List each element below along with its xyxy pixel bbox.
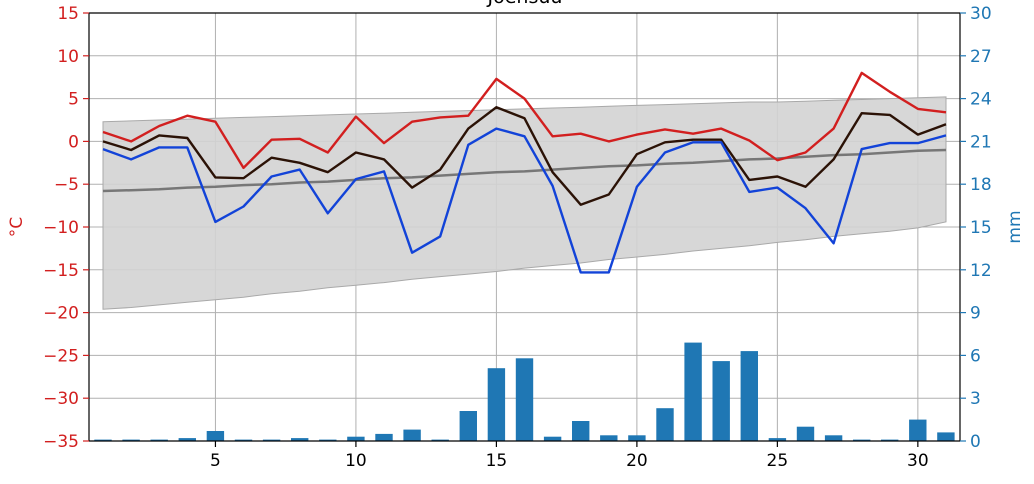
x-tick-label: 10 (345, 451, 367, 471)
y-axis-left-label: °C (7, 217, 27, 237)
precipitation-bars (94, 342, 955, 441)
precipitation-bar (853, 439, 871, 441)
precipitation-bar (768, 438, 787, 441)
y-left-tick-label: 15 (57, 4, 79, 24)
y-left-tick-label: −10 (43, 218, 79, 238)
y-right-tick-label: 9 (970, 304, 981, 324)
precipitation-bar (572, 421, 590, 441)
tick-labels: −35 −30 −25 −20 −15 −10 −5 0 5 10 15 0 3 6 9 12 15 18 21 24… (43, 4, 992, 471)
precipitation-bar (375, 433, 393, 441)
precipitation-bar (824, 435, 843, 441)
precipitation-bar (431, 439, 449, 441)
y-right-tick-label: 3 (970, 389, 981, 409)
precipitation-bar (515, 358, 534, 441)
y-right-tick-label: 6 (970, 346, 981, 366)
x-tick-label: 30 (907, 451, 929, 471)
y-left-tick-label: −25 (43, 346, 79, 366)
precipitation-bar (656, 408, 674, 441)
precipitation-bar (178, 438, 196, 441)
precipitation-bar (600, 435, 618, 441)
precipitation-bar (403, 429, 421, 441)
y-axis-right-label: mm (1005, 210, 1025, 243)
precipitation-bar (150, 439, 168, 441)
x-tick-label: 20 (626, 451, 648, 471)
precipitation-bar (543, 436, 562, 441)
precipitation-bar (881, 439, 899, 441)
chart-title: Joensuu (487, 0, 563, 8)
precipitation-bar (122, 439, 140, 441)
normal-range-band (102, 96, 947, 310)
y-left-tick-label: −5 (54, 175, 79, 195)
y-right-tick-label: 12 (970, 261, 992, 281)
y-right-tick-label: 0 (970, 432, 981, 452)
precipitation-bar (459, 411, 477, 441)
max-temp-line (102, 71, 947, 170)
y-right-tick-label: 30 (970, 4, 992, 24)
y-left-tick-label: −15 (43, 261, 79, 281)
precipitation-bar (94, 439, 112, 441)
y-left-tick-label: −35 (43, 432, 79, 452)
mean-temp-line (102, 105, 947, 206)
precipitation-bar (684, 342, 702, 441)
precipitation-bar (262, 439, 281, 441)
precipitation-bar (712, 361, 730, 441)
temperature-lines (102, 71, 947, 274)
precipitation-bar (347, 436, 365, 441)
normal-mean-line (102, 148, 947, 193)
precipitation-bar (234, 439, 253, 441)
precipitation-bar (740, 351, 758, 441)
x-tick-label: 25 (767, 451, 789, 471)
y-right-tick-label: 21 (970, 132, 992, 152)
y-left-tick-label: 10 (57, 47, 79, 67)
y-right-tick-label: 18 (970, 175, 992, 195)
precipitation-bar (909, 419, 927, 441)
y-left-tick-label: 5 (68, 90, 79, 110)
y-right-tick-label: 27 (970, 47, 992, 67)
precipitation-bar (796, 426, 815, 441)
y-right-tick-label: 24 (970, 90, 992, 110)
y-left-tick-label: 0 (68, 132, 79, 152)
x-tick-label: 5 (210, 451, 221, 471)
precipitation-bar (487, 368, 506, 441)
precipitation-bar (291, 438, 309, 441)
y-left-tick-label: −20 (43, 304, 79, 324)
min-temp-line (102, 127, 947, 274)
precipitation-bar (319, 439, 337, 441)
y-left-tick-label: −30 (43, 389, 79, 409)
precipitation-bar (206, 431, 225, 441)
y-right-tick-label: 15 (970, 218, 992, 238)
x-tick-label: 15 (486, 451, 508, 471)
precipitation-bar (628, 435, 646, 441)
normal-range-area (102, 96, 947, 310)
precipitation-bar (937, 432, 955, 441)
